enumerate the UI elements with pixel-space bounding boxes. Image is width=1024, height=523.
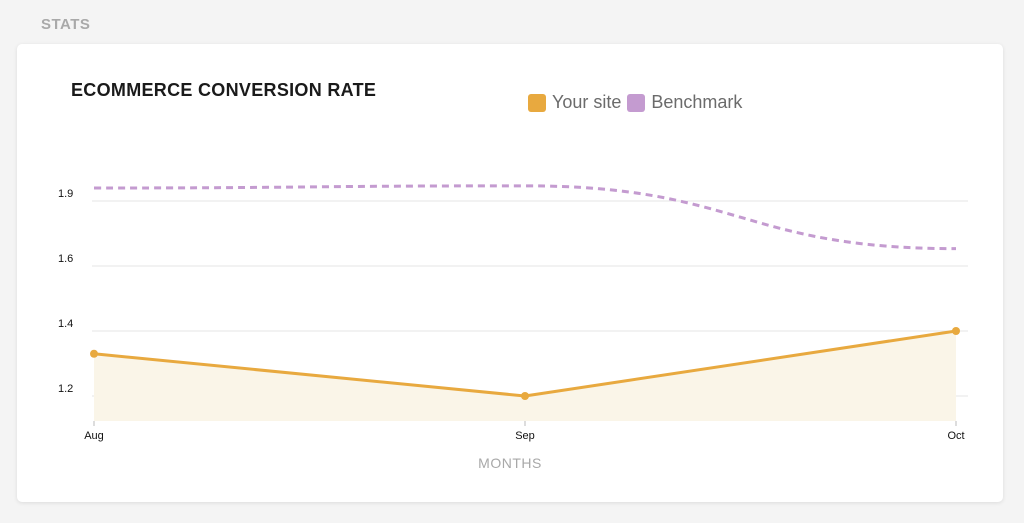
- y-tick-label: 1.6: [58, 253, 73, 265]
- y-tick-label: 1.9: [58, 188, 73, 200]
- x-tick-label: Aug: [84, 430, 104, 442]
- legend-item-benchmark[interactable]: Benchmark: [627, 92, 742, 113]
- legend-swatch-your-site: [528, 93, 546, 112]
- chart-legend: Your site Benchmark: [528, 92, 748, 113]
- x-tick-label: Sep: [515, 430, 535, 442]
- series-area-your-site: [94, 331, 956, 421]
- area-layer: [94, 331, 956, 421]
- y-tick-label: 1.2: [58, 383, 73, 395]
- marker-layer: [90, 327, 960, 400]
- x-axis-label: MONTHS: [478, 455, 542, 471]
- x-tick-label: Oct: [947, 430, 964, 442]
- data-point-your-site-oct[interactable]: [952, 327, 960, 335]
- chart-title: ECOMMERCE CONVERSION RATE: [71, 80, 377, 100]
- tick-layer: 1.2 1.4 1.6 1.9 Aug Sep Oct: [58, 188, 965, 442]
- legend-label-benchmark: Benchmark: [651, 92, 743, 112]
- legend-label-your-site: Your site: [552, 92, 622, 112]
- legend-item-your-site[interactable]: Your site: [528, 92, 621, 113]
- legend-swatch-benchmark: [627, 93, 646, 112]
- data-point-your-site-aug[interactable]: [90, 349, 98, 358]
- series-line-benchmark: [93, 184, 957, 251]
- section-label: STATS: [41, 16, 91, 33]
- chart-card: ECOMMERCE CONVERSION RATE Your site Benc…: [17, 44, 1003, 502]
- y-tick-label: 1.4: [58, 318, 73, 330]
- data-point-your-site-sep[interactable]: [521, 392, 529, 400]
